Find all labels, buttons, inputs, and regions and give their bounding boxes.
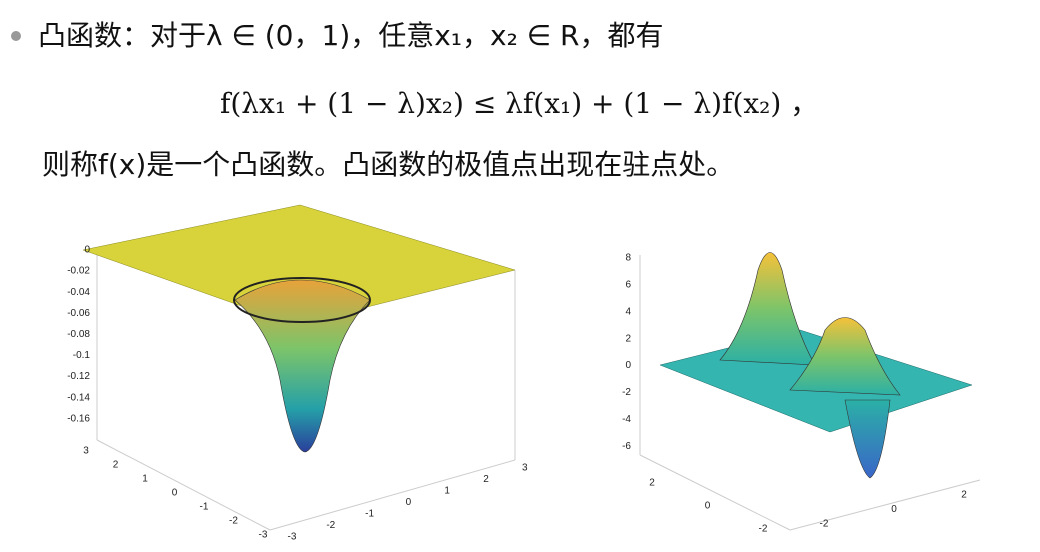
conclusion: 则称f(x)是一个凸函数。凸函数的极值点出现在驻点处。: [42, 148, 735, 181]
x-tick-label: 2: [483, 474, 489, 485]
x-tick-label: -3: [288, 532, 297, 543]
z-tick-label: -0.04: [67, 287, 90, 298]
y-tick-label: 0: [172, 488, 178, 499]
y-tick-label: 2: [113, 460, 119, 471]
x-tick-label: 0: [406, 497, 412, 508]
right-surface-peak: [789, 317, 901, 396]
z-tick-label: 2: [625, 333, 631, 344]
z-tick-label: -0.16: [67, 413, 90, 424]
z-tick-label: -0.02: [67, 266, 90, 277]
z-tick-label: -0.12: [67, 371, 90, 382]
y-tick-label: 0: [705, 501, 711, 512]
x-tick-label: 3: [522, 463, 528, 474]
z-tick-label: -0.14: [67, 392, 90, 403]
y-tick-label: -3: [259, 530, 268, 541]
y-tick-label: 3: [83, 446, 89, 457]
z-tick-label: -6: [622, 441, 631, 452]
z-tick-label: 8: [625, 253, 631, 264]
left-surface-plane: [82, 204, 516, 326]
z-tick-label: 4: [625, 306, 631, 317]
x-tick-label: 1: [444, 486, 450, 497]
y-tick-label: 2: [649, 478, 655, 489]
right-surface-peak: [719, 252, 816, 366]
z-tick-label: -0.08: [67, 329, 90, 340]
z-tick-label: 0: [625, 360, 631, 371]
y-tick-label: -2: [759, 524, 768, 535]
x-tick-label: 0: [891, 504, 897, 515]
left-surface-well: [234, 279, 371, 453]
left-well-rim: [233, 277, 371, 323]
bullet-dot: [11, 31, 21, 41]
bullet-text: 凸函数：对于λ ∈ (0，1)，任意x₁，x₂ ∈ R，都有: [38, 19, 664, 52]
x-tick-label: -2: [820, 519, 829, 530]
right-axes: [639, 255, 981, 531]
z-tick-label: -4: [622, 414, 631, 425]
x-tick-label: -1: [365, 509, 374, 520]
z-tick-label: 0: [84, 245, 90, 256]
right-surface-pit: [844, 399, 891, 479]
x-tick-label: -2: [326, 520, 335, 531]
z-tick-label: -0.1: [73, 350, 91, 361]
y-tick-label: 1: [142, 474, 148, 485]
y-tick-label: -2: [229, 516, 238, 527]
z-tick-label: 6: [625, 280, 631, 291]
z-tick-label: -2: [622, 387, 631, 398]
z-tick-label: -0.06: [67, 308, 90, 319]
x-tick-label: 2: [961, 490, 967, 501]
y-tick-label: -1: [200, 502, 209, 513]
formula: f(λx₁ + (1 − λ)x₂) ≤ λf(x₁) + (1 − λ)f(x…: [220, 87, 819, 120]
